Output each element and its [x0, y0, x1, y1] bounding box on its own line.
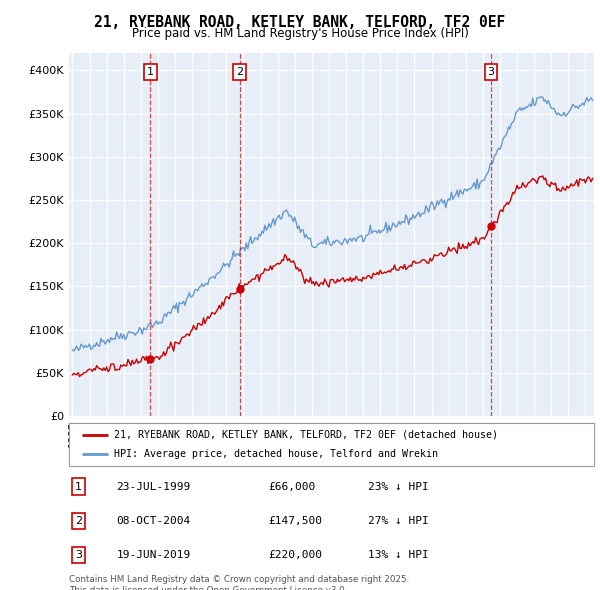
Text: 19-JUN-2019: 19-JUN-2019: [116, 550, 191, 560]
Text: Price paid vs. HM Land Registry's House Price Index (HPI): Price paid vs. HM Land Registry's House …: [131, 27, 469, 40]
Text: Contains HM Land Registry data © Crown copyright and database right 2025.
This d: Contains HM Land Registry data © Crown c…: [69, 575, 409, 590]
Text: 1: 1: [147, 67, 154, 77]
Text: HPI: Average price, detached house, Telford and Wrekin: HPI: Average price, detached house, Telf…: [113, 450, 437, 460]
Text: 3: 3: [487, 67, 494, 77]
Text: £66,000: £66,000: [269, 481, 316, 491]
Text: 2: 2: [75, 516, 82, 526]
Text: 23% ↓ HPI: 23% ↓ HPI: [368, 481, 429, 491]
Text: 2: 2: [236, 67, 243, 77]
Text: £220,000: £220,000: [269, 550, 323, 560]
Text: 21, RYEBANK ROAD, KETLEY BANK, TELFORD, TF2 0EF (detached house): 21, RYEBANK ROAD, KETLEY BANK, TELFORD, …: [113, 430, 497, 440]
Text: 1: 1: [75, 481, 82, 491]
Text: £147,500: £147,500: [269, 516, 323, 526]
Text: 27% ↓ HPI: 27% ↓ HPI: [368, 516, 429, 526]
Text: 3: 3: [75, 550, 82, 560]
Text: 21, RYEBANK ROAD, KETLEY BANK, TELFORD, TF2 0EF: 21, RYEBANK ROAD, KETLEY BANK, TELFORD, …: [94, 15, 506, 30]
Text: 08-OCT-2004: 08-OCT-2004: [116, 516, 191, 526]
Text: 23-JUL-1999: 23-JUL-1999: [116, 481, 191, 491]
Text: 13% ↓ HPI: 13% ↓ HPI: [368, 550, 429, 560]
